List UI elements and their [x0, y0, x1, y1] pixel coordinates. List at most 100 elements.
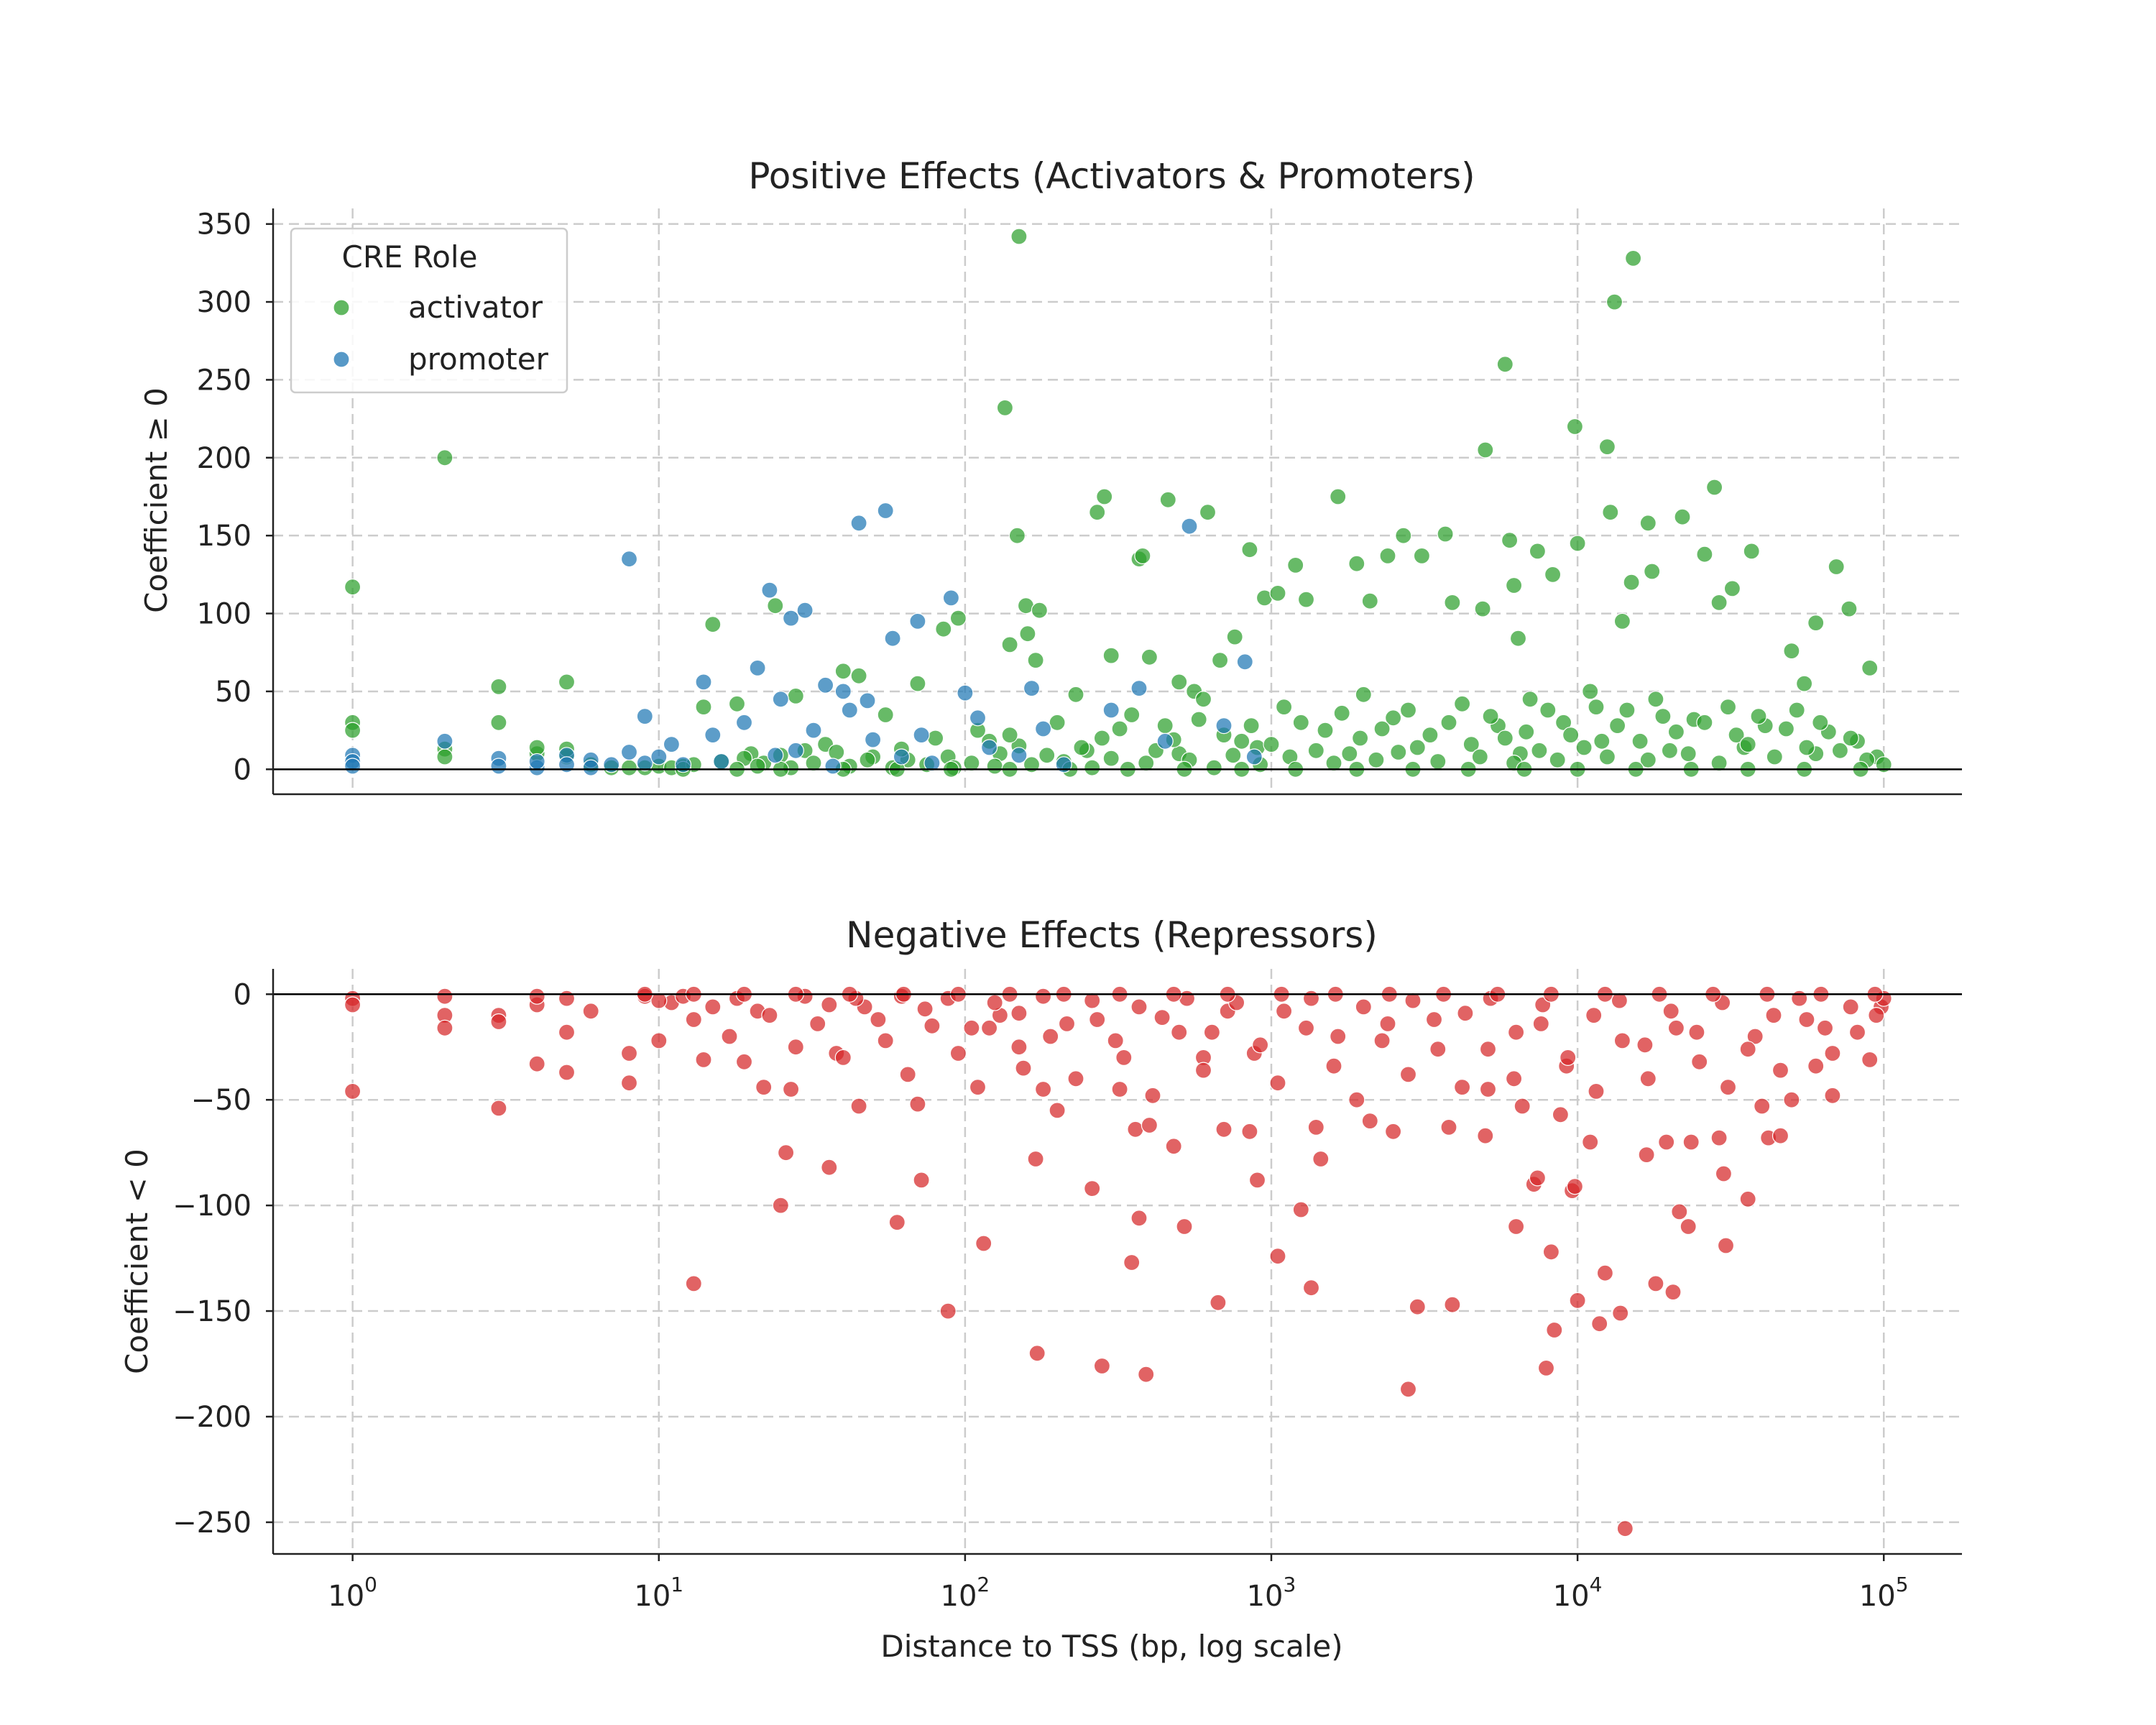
promoter-point	[942, 589, 960, 607]
promoter-point	[1156, 732, 1174, 750]
repressor-point	[1710, 1129, 1728, 1146]
activator-point	[1111, 720, 1128, 737]
activator-point	[1390, 743, 1407, 761]
repressor-point	[1425, 1011, 1443, 1029]
activator-point	[490, 714, 507, 731]
repressor-point	[1215, 1121, 1233, 1138]
xtick-label-1: 101	[634, 1573, 683, 1613]
negative-effects-panel: 0 −50 −100 −150 −200 −250 100 101 102 103 104 105 N…	[119, 914, 1962, 1664]
promoter-point	[749, 659, 766, 677]
repressor-point	[721, 1028, 738, 1045]
repressor-point	[870, 1011, 887, 1029]
activator-point	[1351, 730, 1369, 747]
repressor-point	[1671, 1203, 1688, 1220]
legend-title: CRE Role	[342, 239, 478, 275]
activator-point	[986, 758, 1003, 775]
bottom-ytick-label-5: −250	[172, 1506, 252, 1540]
repressor-point	[490, 1100, 507, 1117]
promoter-point	[735, 714, 753, 731]
promoter-point	[957, 684, 974, 702]
repressor-point	[1479, 1080, 1497, 1098]
activator-point	[1263, 735, 1280, 753]
repressor-point	[558, 990, 576, 1007]
activator-point	[1102, 750, 1120, 767]
bottom-ytick-label-4: −200	[172, 1401, 252, 1434]
activator-point	[1728, 726, 1745, 744]
activator-point	[620, 759, 638, 776]
repressor-point	[1824, 1044, 1841, 1062]
activator-point	[1812, 714, 1829, 731]
repressor-point	[1772, 1062, 1789, 1079]
bottom-xlabel: Distance to TSS (bp, log scale)	[880, 1629, 1342, 1664]
promoter-point	[582, 759, 599, 776]
activator-point	[1138, 754, 1155, 772]
promoter-point	[923, 754, 941, 772]
promoter-point	[913, 726, 930, 744]
activator-point	[1828, 558, 1845, 576]
repressor-point	[1848, 1024, 1866, 1041]
activator-point	[1719, 698, 1737, 716]
activator-point	[850, 667, 867, 684]
repressor-point	[528, 1055, 545, 1072]
activator-point	[1134, 547, 1151, 565]
activator-point	[1001, 636, 1018, 653]
repressor-point	[1010, 1039, 1028, 1056]
repressor-point	[344, 996, 361, 1013]
promoter-point	[877, 502, 894, 520]
repressor-point	[1861, 1051, 1879, 1069]
repressor-point	[1355, 998, 1372, 1016]
activator-point	[1750, 707, 1767, 725]
top-ytick-label-7: 350	[197, 208, 252, 242]
repressor-point	[1241, 1123, 1258, 1140]
promoter-point	[620, 551, 638, 568]
promoter-point	[1215, 717, 1233, 735]
repressor-point	[821, 996, 838, 1013]
repressor-point	[1084, 1179, 1101, 1197]
promoter-point	[650, 748, 668, 765]
activator-point	[1008, 527, 1026, 544]
activator-point	[1509, 630, 1527, 647]
repressor-point	[1361, 1112, 1378, 1130]
activator-point	[909, 675, 926, 692]
repressor-point	[1569, 1292, 1586, 1310]
promoter-point	[969, 709, 987, 727]
activator-point	[1598, 438, 1616, 456]
repressor-point	[1746, 1028, 1764, 1045]
activator-point	[996, 399, 1014, 417]
activator-point	[1496, 356, 1514, 373]
activator-point	[1330, 488, 1347, 505]
repressor-point	[913, 1172, 930, 1189]
activator-point	[1073, 739, 1090, 756]
repressor-point	[1089, 1011, 1106, 1029]
activator-point	[1606, 293, 1623, 310]
bottom-axes: 0 −50 −100 −150 −200 −250 100 101 102 103 104 105	[172, 969, 1962, 1613]
xtick-label-2: 102	[941, 1573, 990, 1613]
repressor-point	[1682, 1133, 1700, 1151]
activator-point	[1618, 702, 1636, 719]
repressor-point	[1123, 1254, 1141, 1271]
activator-point	[728, 695, 746, 712]
activator-point	[1625, 249, 1642, 267]
activator-point	[1437, 525, 1454, 543]
activator-point	[1089, 504, 1106, 521]
repressor-point	[761, 1006, 778, 1024]
repressor-point	[1508, 1218, 1525, 1236]
promoter-point	[859, 692, 876, 709]
activator-point	[1569, 535, 1586, 552]
repressor-point	[1717, 1237, 1735, 1254]
activator-point	[1409, 739, 1426, 756]
repressor-point	[1591, 1315, 1608, 1333]
repressor-point	[1015, 1059, 1032, 1077]
repressor-point	[1034, 988, 1052, 1005]
promoter-point	[704, 726, 722, 744]
activator-point	[1225, 747, 1242, 764]
repressor-point	[1783, 1091, 1800, 1108]
repressor-point	[1297, 1019, 1315, 1036]
repressor-point	[1248, 1172, 1266, 1189]
repressor-point	[772, 1197, 789, 1214]
repressor-point	[877, 1032, 894, 1049]
activator-point	[1544, 566, 1562, 584]
activator-point	[1555, 714, 1572, 731]
legend-activator-marker	[333, 299, 350, 316]
activator-point	[1496, 730, 1514, 747]
